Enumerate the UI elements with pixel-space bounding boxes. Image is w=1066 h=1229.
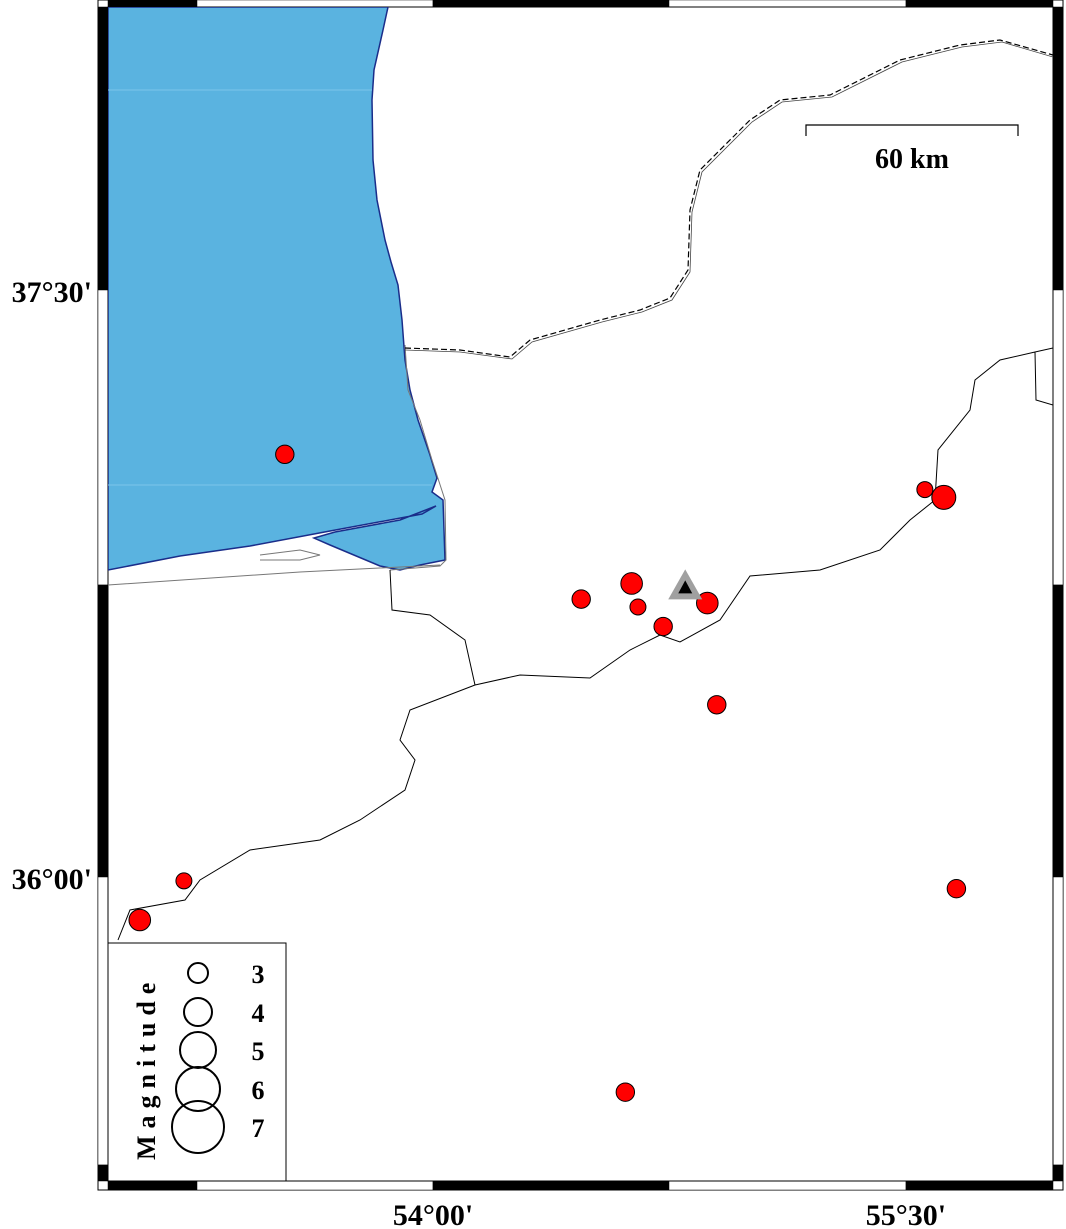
earthquake-marker bbox=[707, 695, 727, 715]
legend-title: Magnitude bbox=[132, 976, 161, 1160]
earthquake-marker bbox=[620, 572, 643, 595]
earthquake-marker bbox=[696, 591, 719, 615]
earthquake-marker bbox=[946, 878, 967, 899]
earthquake-marker bbox=[615, 1082, 636, 1102]
legend-circle bbox=[187, 962, 209, 984]
seismic-station bbox=[668, 569, 703, 600]
lon-tick-label: 55°30' bbox=[866, 1199, 946, 1229]
lon-tick-label: 54°00' bbox=[393, 1199, 473, 1229]
legend-circle bbox=[175, 1066, 221, 1112]
scale-bar-label: 60 km bbox=[875, 144, 949, 175]
earthquake-events bbox=[128, 444, 967, 1102]
earthquake-marker bbox=[571, 589, 591, 609]
province-boundary bbox=[117, 347, 1053, 941]
legend-circle bbox=[171, 1100, 225, 1154]
legend-circle bbox=[183, 997, 213, 1027]
scale-bar: 60 km bbox=[805, 124, 1019, 175]
lat-tick-label: 36°00' bbox=[12, 863, 92, 896]
caspian-sea bbox=[108, 7, 446, 571]
earthquake-marker bbox=[916, 481, 934, 499]
lat-tick-label: 37°30' bbox=[12, 276, 92, 309]
earthquake-marker bbox=[275, 444, 295, 465]
earthquake-marker bbox=[931, 484, 957, 510]
earthquake-marker bbox=[629, 598, 647, 616]
legend-label: 6 bbox=[252, 1076, 265, 1105]
legend-label: 5 bbox=[252, 1037, 265, 1066]
triangle-icon bbox=[678, 580, 693, 594]
national-border bbox=[404, 39, 1053, 358]
national-border-solid bbox=[404, 41, 1053, 360]
earthquake-marker bbox=[653, 616, 673, 637]
province-boundary bbox=[108, 344, 447, 586]
magnitude-legend: Magnitude 3 4 5 6 7 bbox=[107, 942, 287, 1182]
legend-label: 7 bbox=[252, 1114, 265, 1143]
legend-label: 4 bbox=[252, 999, 265, 1028]
legend-label: 3 bbox=[252, 960, 265, 989]
earthquake-marker bbox=[128, 908, 152, 932]
earthquake-marker bbox=[175, 872, 193, 890]
